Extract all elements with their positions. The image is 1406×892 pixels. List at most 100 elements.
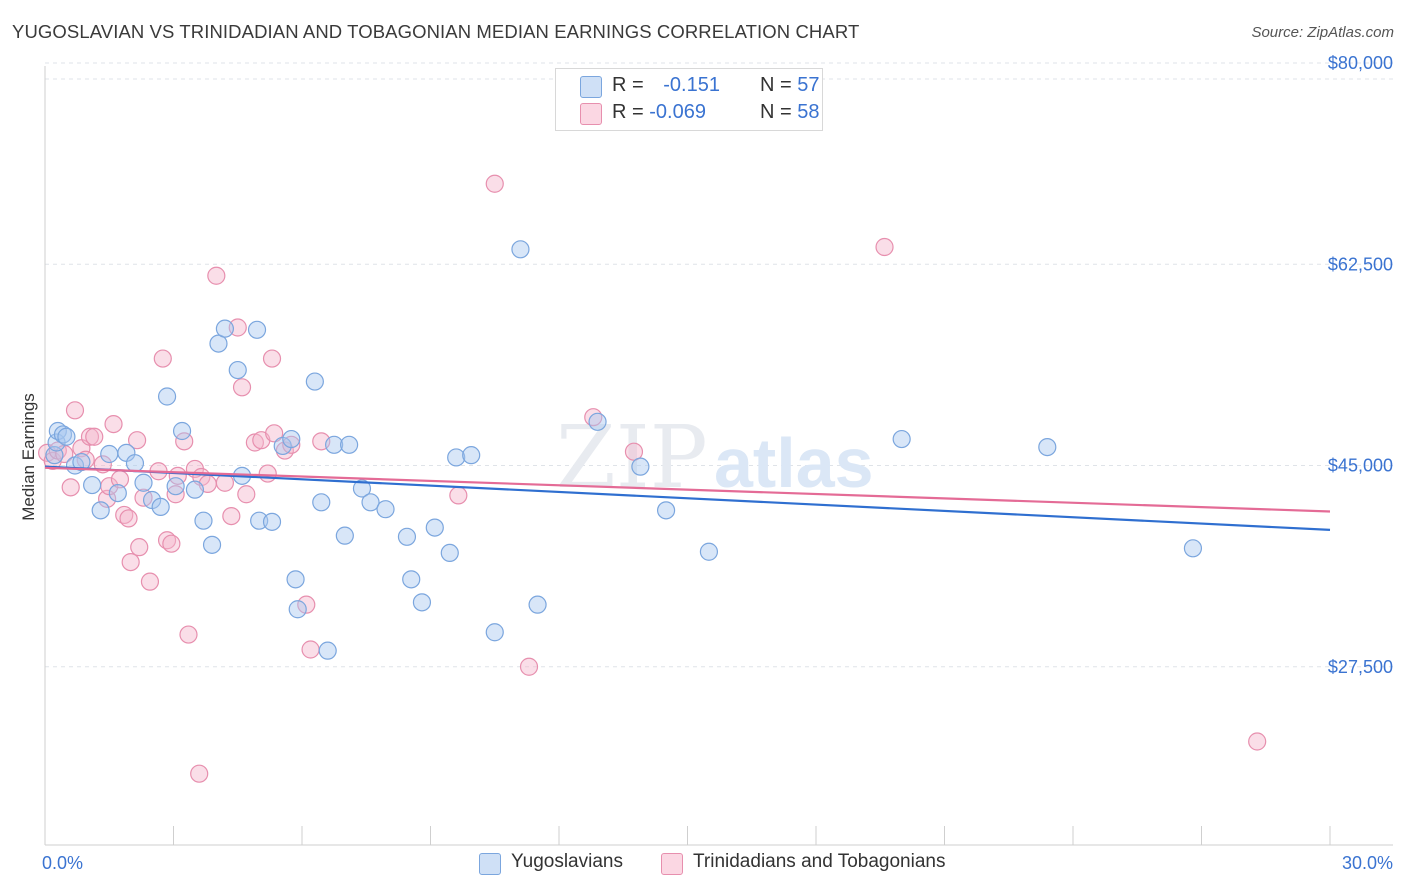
trinidadian-point [222, 506, 241, 526]
legend-n-label: N = [760, 74, 798, 96]
trinidadian-point [228, 318, 247, 337]
trinidadian-point [519, 657, 539, 676]
yugoslavian-point [157, 387, 177, 406]
yugoslavian-point [699, 542, 719, 561]
yugoslavian-point [631, 457, 650, 476]
yugoslavian-point [412, 593, 432, 612]
yugoslavian-point [1183, 539, 1203, 558]
trinidadian-point [190, 764, 209, 783]
yugoslavian-point [352, 479, 372, 498]
trinidadian-point [85, 427, 104, 446]
trinidadian-point [104, 415, 123, 434]
legend-swatch-pink [580, 103, 602, 125]
yugoslavian-point [892, 429, 911, 449]
legend-n-value: 58 [797, 101, 820, 123]
gridlines [45, 62, 1393, 668]
yugoslavian-point [305, 372, 324, 391]
yugoslavian-point [312, 493, 331, 512]
yugoslavian-point [108, 484, 127, 503]
legend-n-label: N = [760, 101, 798, 123]
yugoslavian-point [209, 334, 228, 353]
trinidadian-point [258, 464, 277, 483]
yugoslavian-point [511, 240, 530, 259]
series-legend: Yugoslavians Trinidadians and Tobagonian… [0, 851, 1406, 877]
yugoslavian-point [172, 421, 192, 441]
yugoslavian-point [134, 473, 153, 492]
yugoslavian-point [215, 319, 234, 338]
yugoslavian-point [72, 452, 91, 472]
trinidadian-point [80, 427, 100, 446]
yugoslavian-point [83, 475, 102, 495]
trinidadian-point [121, 552, 140, 572]
yugoslavian-point [202, 535, 222, 554]
trend-lines [44, 465, 1331, 531]
trinidadian-point [1248, 732, 1267, 751]
yugoslavian-point [440, 543, 459, 563]
y-tick-label: $45,000 [1328, 456, 1393, 476]
yugoslavian-point [57, 427, 76, 446]
yugoslavian-point [528, 595, 547, 614]
yugoslavian-point [462, 446, 481, 465]
yugoslavian-point [376, 500, 395, 519]
axes [44, 66, 1393, 846]
yugoslavian-point [125, 454, 145, 473]
trinidadian-point [232, 378, 252, 397]
trinidadian-point [61, 478, 80, 497]
legend-r-label: R = [612, 74, 650, 96]
yugoslavian-point [397, 527, 417, 546]
yugoslavian-point [402, 570, 421, 589]
y-tick-label: $80,000 [1328, 53, 1393, 73]
yugoslavian-point [588, 412, 607, 431]
yugoslavian-point [340, 435, 359, 454]
legend-swatch-pink [661, 853, 683, 875]
trinidadian-point [237, 485, 256, 504]
watermark-atlas: atlas [714, 424, 874, 502]
yugoslavian-point [325, 435, 344, 454]
legend-r-label: R = [612, 101, 650, 123]
yugoslavian-point [282, 429, 301, 449]
trinidadian-point [140, 572, 160, 591]
trinidadian-point [301, 640, 320, 659]
yugoslavian-point [262, 512, 282, 531]
yugoslavian-point [286, 570, 305, 589]
x-tick-labels: 0.0% 30.0% [42, 853, 1393, 873]
yugoslavian-point [185, 480, 205, 499]
yugoslavian-point [656, 501, 676, 520]
trinidadian-point [265, 424, 284, 443]
chart-title: YUGOSLAVIAN VS TRINIDADIAN AND TOBAGONIA… [12, 21, 860, 42]
trend-line-yugoslavians [44, 465, 1331, 531]
trinidadian-point [127, 431, 147, 450]
yugoslavian-point [361, 493, 380, 512]
trend-line-trinidadians [44, 466, 1331, 513]
correlation-legend: R = -0.151 N = 57 R = -0.069 N = 58 [555, 68, 823, 131]
legend-n-value: 57 [797, 74, 820, 96]
yugoslavian-point [228, 360, 247, 380]
trinidadian-point [179, 625, 198, 644]
trinidadian-point [65, 401, 85, 420]
legend-r-value: -0.069 [649, 101, 706, 123]
yugoslavian-point [485, 623, 504, 642]
watermark-zip: ZIP [556, 408, 708, 508]
yugoslavian-point [425, 518, 444, 537]
series-trinidadians-points [38, 174, 1267, 783]
trinidadian-point [262, 349, 282, 368]
trinidadian-point [153, 349, 172, 368]
y-tick-label: $27,500 [1328, 657, 1393, 677]
legend-r-value: -0.151 [663, 74, 720, 96]
trinidadian-point [875, 237, 894, 257]
trinidadian-point [207, 266, 226, 285]
yugoslavian-point [91, 501, 110, 520]
source-label: Source: ZipAtlas.com [1251, 24, 1394, 41]
trinidadian-point [485, 174, 504, 193]
legend-swatch-blue [479, 853, 501, 875]
y-tick-labels: $27,500 $45,000 $62,500 $80,000 [1328, 53, 1393, 677]
legend-label: Yugoslavians [511, 851, 623, 872]
yugoslavian-point [1038, 438, 1057, 457]
x-tick-label-max: 30.0% [1342, 853, 1393, 873]
yugoslavian-point [447, 448, 466, 467]
legend-swatch-blue [580, 76, 602, 98]
trinidadian-point [162, 534, 181, 553]
y-axis-label: Median Earnings [19, 393, 38, 521]
legend-label: Trinidadians and Tobagonians [693, 851, 946, 872]
